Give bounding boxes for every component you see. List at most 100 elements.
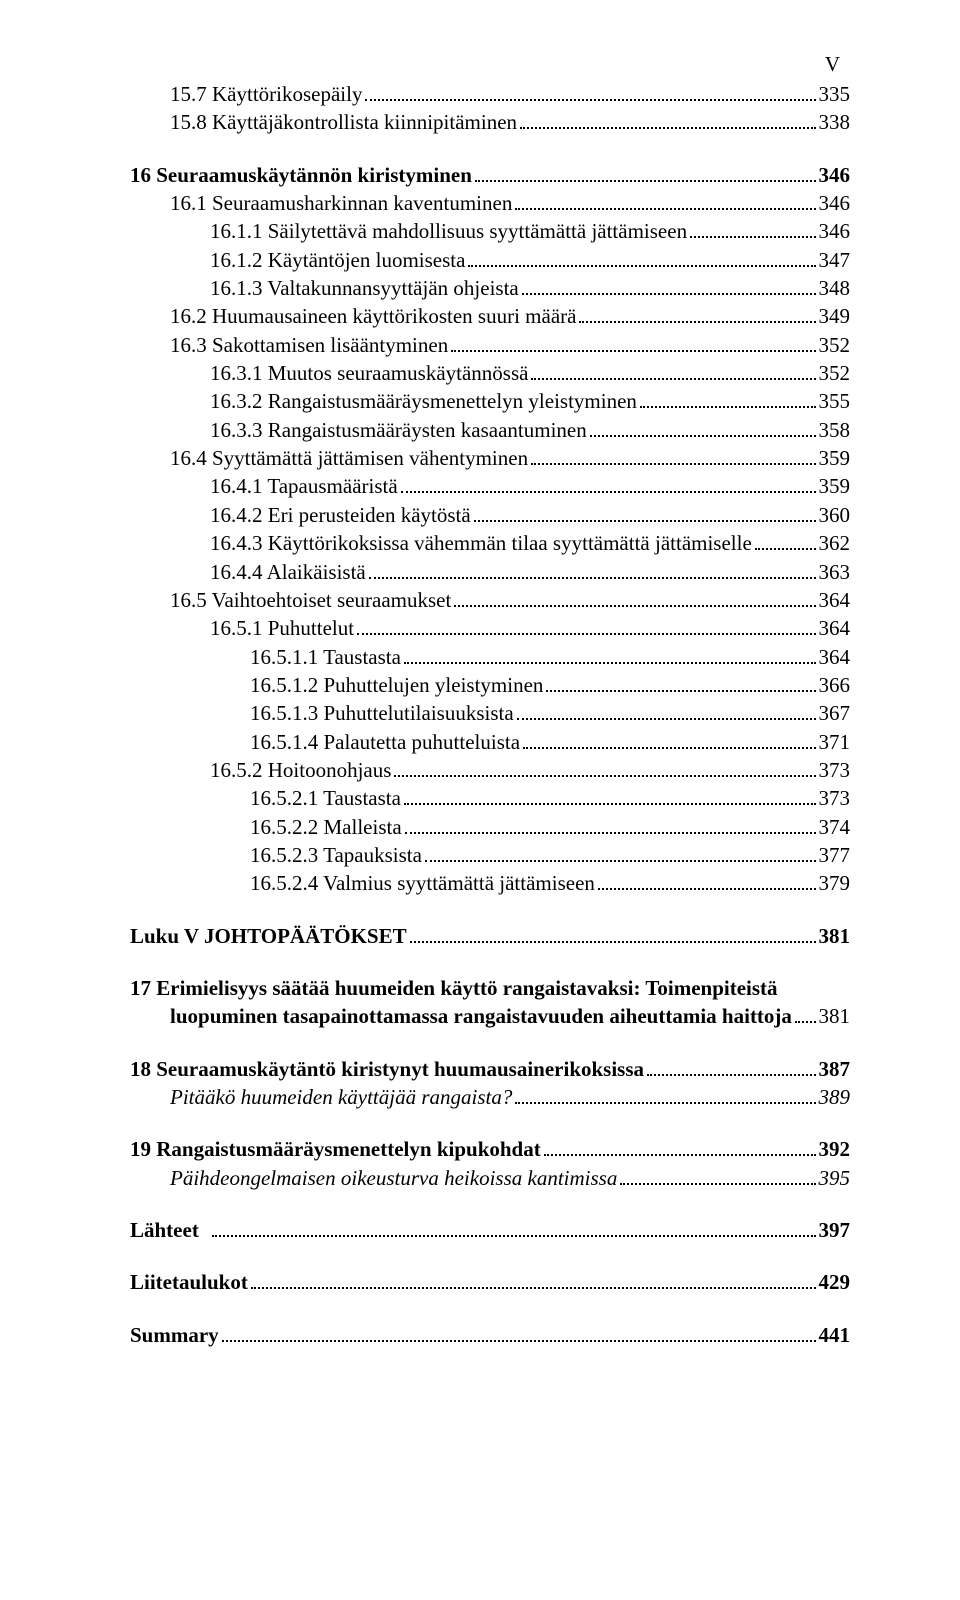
toc-entry: 16.5.1.2 Puhuttelujen yleistyminen 366: [130, 671, 850, 699]
toc-leader-dots: [531, 446, 815, 465]
toc-entry-page: 374: [819, 813, 851, 841]
toc-entry-page: 346: [819, 161, 851, 189]
toc-entry: 16.5.1.4 Palautetta puhutteluista371: [130, 728, 850, 756]
toc-entry-page: 381: [819, 1002, 851, 1030]
toc-entry-page: 373: [819, 784, 851, 812]
toc-entry-label: 16.5.1.2 Puhuttelujen yleistyminen: [250, 671, 543, 699]
toc-leader-dots: [404, 645, 816, 664]
toc-entry-page: 364: [819, 643, 851, 671]
toc-entry: 16.5.2.2 Malleista374: [130, 813, 850, 841]
toc-entry-page: 348: [819, 274, 851, 302]
toc-entry-page: 389: [819, 1083, 851, 1111]
toc-entry-label: Lähteet: [130, 1216, 209, 1244]
toc-leader-dots: [405, 815, 816, 834]
toc-entry: 16.4.1 Tapausmääristä359: [130, 472, 850, 500]
toc-entry-label: 15.8 Käyttäjäkontrollista kiinnipitämine…: [170, 108, 517, 136]
table-of-contents: 15.7 Käyttörikosepäily 335 15.8 Käyttäjäko…: [130, 80, 850, 1349]
toc-entry: 19 Rangaistusmääräysmenettelyn kipukohda…: [130, 1135, 850, 1163]
toc-entry-page: 392: [819, 1135, 851, 1163]
toc-entry-label: 16.3 Sakottamisen lisääntyminen: [170, 331, 448, 359]
toc-entry-label: 16 Seuraamuskäytännön kiristyminen: [130, 161, 472, 189]
toc-leader-dots: [522, 276, 816, 295]
toc-entry-page: 377: [819, 841, 851, 869]
toc-entry-label: 16.4.3 Käyttörikoksissa vähemmän tilaa s…: [210, 529, 752, 557]
toc-entry-page: 352: [819, 359, 851, 387]
toc-entry-label: 16.3.2 Rangaistusmääräysmenettelyn yleis…: [210, 387, 637, 415]
toc-entry-page: 397: [819, 1216, 851, 1244]
toc-spacer: [130, 1031, 850, 1055]
toc-entry: 16.1.2 Käytäntöjen luomisesta347: [130, 246, 850, 274]
toc-entry: 16.4.4 Alaikäisistä363: [130, 558, 850, 586]
toc-entry-label: 16.1.2 Käytäntöjen luomisesta: [210, 246, 465, 274]
toc-leader-dots: [531, 361, 815, 380]
toc-entry-page: 335: [819, 80, 851, 108]
toc-entry-page: 355: [819, 387, 851, 415]
toc-leader-dots: [523, 730, 815, 749]
toc-leader-dots: [517, 701, 816, 720]
toc-spacer: [130, 1244, 850, 1268]
toc-entry-page: 379: [819, 869, 851, 897]
toc-entry-page: 373: [819, 756, 851, 784]
toc-entry-page: 441: [819, 1321, 851, 1349]
toc-entry-page: 349: [819, 302, 851, 330]
toc-entry: 16.1 Seuraamusharkinnan kaventuminen346: [130, 189, 850, 217]
toc-leader-dots: [474, 503, 816, 522]
toc-entry-page: 346: [819, 217, 851, 245]
toc-entry-page: 366: [819, 671, 851, 699]
toc-entry-page: 359: [819, 444, 851, 472]
toc-entry-label: 16.2 Huumausaineen käyttörikosten suuri …: [170, 302, 576, 330]
toc-leader-dots: [404, 786, 816, 805]
toc-entry: 16 Seuraamuskäytännön kiristyminen 346: [130, 161, 850, 189]
toc-leader-dots: [579, 305, 815, 324]
toc-entry: 16.3 Sakottamisen lisääntyminen352: [130, 331, 850, 359]
toc-leader-dots: [357, 616, 815, 635]
toc-spacer: [130, 137, 850, 161]
toc-entry-label: Summary: [130, 1321, 219, 1349]
toc-entry-page: 358: [819, 416, 851, 444]
toc-entry: 16.5.2.1 Taustasta 373: [130, 784, 850, 812]
toc-entry-label: Päihdeongelmaisen oikeusturva heikoissa …: [170, 1164, 617, 1192]
toc-leader-dots: [401, 475, 816, 494]
toc-entry: 16.5.1 Puhuttelut364: [130, 614, 850, 642]
toc-entry: 16.4 Syyttämättä jättämisen vähentyminen…: [130, 444, 850, 472]
toc-entry-label: 16.5.2.4 Valmius syyttämättä jättämiseen: [250, 869, 595, 897]
toc-entry-label: 16.5.2.3 Tapauksista: [250, 841, 422, 869]
toc-leader-dots: [647, 1057, 815, 1076]
toc-leader-dots: [410, 924, 816, 943]
toc-entry: Lähteet 397: [130, 1216, 850, 1244]
toc-entry: Liitetaulukot 429: [130, 1268, 850, 1296]
toc-entry: Luku V JOHTOPÄÄTÖKSET381: [130, 922, 850, 950]
toc-entry-page: 429: [819, 1268, 851, 1296]
toc-leader-dots: [590, 418, 816, 437]
toc-entry: 16.1.3 Valtakunnansyyttäjän ohjeista348: [130, 274, 850, 302]
toc-entry-label: 15.7 Käyttörikosepäily: [170, 80, 362, 108]
toc-entry: 17 Erimielisyys säätää huumeiden käyttö …: [130, 974, 850, 1031]
toc-spacer: [130, 1297, 850, 1321]
toc-leader-dots: [544, 1138, 816, 1157]
toc-entry: 16.3.2 Rangaistusmääräysmenettelyn yleis…: [130, 387, 850, 415]
toc-leader-dots: [598, 871, 816, 890]
toc-entry: Summary 441: [130, 1321, 850, 1349]
toc-entry-label: 16.5.2.1 Taustasta: [250, 784, 401, 812]
toc-entry-label: luopuminen tasapainottamassa rangaistavu…: [170, 1002, 792, 1030]
toc-entry-label: 16.5.1 Puhuttelut: [210, 614, 354, 642]
toc-entry-page: 364: [819, 586, 851, 614]
toc-entry-page: 338: [819, 108, 851, 136]
toc-entry: Pitääkö huumeiden käyttäjää rangaista? 38…: [130, 1083, 850, 1111]
toc-entry: 16.5.2 Hoitoonohjaus373: [130, 756, 850, 784]
toc-entry-page: 371: [819, 728, 851, 756]
toc-entry-page: 360: [819, 501, 851, 529]
toc-leader-dots: [475, 163, 816, 182]
toc-entry-label: 16.3.1 Muutos seuraamuskäytännössä: [210, 359, 528, 387]
toc-entry: 16.5.1.3 Puhuttelutilaisuuksista367: [130, 699, 850, 727]
toc-entry: 18 Seuraamuskäytäntö kiristynyt huumausa…: [130, 1055, 850, 1083]
toc-entry-page: 346: [819, 189, 851, 217]
toc-leader-dots: [451, 333, 815, 352]
toc-entry-label: 16.3.3 Rangaistusmääräysten kasaantumine…: [210, 416, 587, 444]
document-page: V 15.7 Käyttörikosepäily33515.8 Käyttäjä…: [0, 0, 960, 1600]
toc-entry-label: Liitetaulukot: [130, 1268, 248, 1296]
toc-entry: 15.7 Käyttörikosepäily 335: [130, 80, 850, 108]
toc-entry-label: 16.4.4 Alaikäisistä: [210, 558, 366, 586]
toc-entry-label: Pitääkö huumeiden käyttäjää rangaista?: [170, 1083, 512, 1111]
toc-entry: Päihdeongelmaisen oikeusturva heikoissa …: [130, 1164, 850, 1192]
